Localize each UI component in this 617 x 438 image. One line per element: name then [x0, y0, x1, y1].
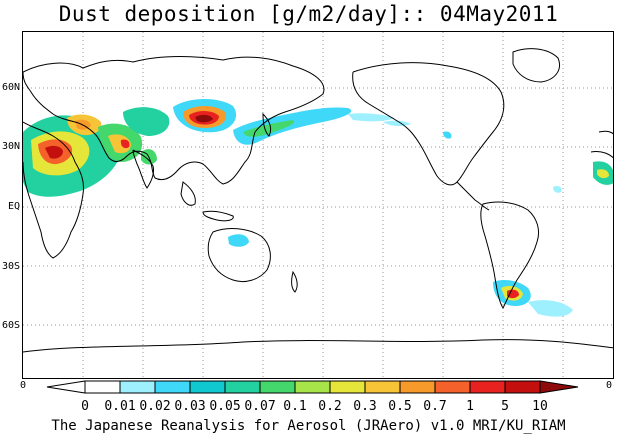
colorbar-box [469, 380, 506, 394]
colorbar-tick-label: 0 [81, 399, 89, 414]
colorbar-tick-label: 0.05 [209, 399, 241, 414]
colorbar-tick-label: 0.03 [174, 399, 206, 414]
colorbar-box [84, 380, 121, 394]
map-title: Dust deposition [g/m2/day]:: 04May2011 [58, 2, 559, 26]
lat-label-60s: 60S [1, 320, 20, 331]
lat-label-30s: 30S [1, 261, 20, 272]
map-gridlines [23, 32, 613, 378]
colorbar-box [504, 380, 541, 394]
colorbar-tick-label: 0.07 [244, 399, 276, 414]
colorbar-box [364, 380, 401, 394]
colorbar-box [399, 380, 436, 394]
map-panel [22, 31, 614, 379]
lat-label-eq: EQ [7, 201, 20, 212]
colorbar-tick-label: 0.02 [139, 399, 171, 414]
colorbar-tick-label: 0.2 [318, 399, 342, 414]
colorbar-box [224, 380, 261, 394]
colorbar-box [154, 380, 191, 394]
colorbar-tick-label: 0.1 [283, 399, 307, 414]
colorbar-tick-label: 0.7 [423, 399, 447, 414]
colorbar-left-arrow [46, 380, 86, 394]
colorbar-right-arrow [539, 380, 579, 394]
world-map [23, 32, 613, 378]
colorbar-tick-label: 5 [501, 399, 509, 414]
footer-credit: The Japanese Reanalysis for Aerosol (JRA… [51, 418, 566, 434]
edge-label-left: 0 [20, 380, 27, 391]
edge-label-right: 0 [606, 380, 613, 391]
colorbar-tick-label: 10 [532, 399, 548, 414]
colorbar-box [119, 380, 156, 394]
coastlines [23, 48, 613, 353]
colorbar-tick-label: 1 [466, 399, 474, 414]
colorbar-tick-label: 0.5 [388, 399, 412, 414]
dust-deposition-fields [23, 98, 613, 317]
colorbar-box [189, 380, 226, 394]
colorbar-box [329, 380, 366, 394]
colorbar-box [294, 380, 331, 394]
lat-label-60n: 60N [1, 82, 20, 93]
colorbar-tick-label: 0.01 [104, 399, 136, 414]
lat-label-30n: 30N [1, 141, 20, 152]
colorbar-box [434, 380, 471, 394]
colorbar [46, 380, 579, 394]
colorbar-tick-label: 0.3 [353, 399, 377, 414]
colorbar-box [259, 380, 296, 394]
